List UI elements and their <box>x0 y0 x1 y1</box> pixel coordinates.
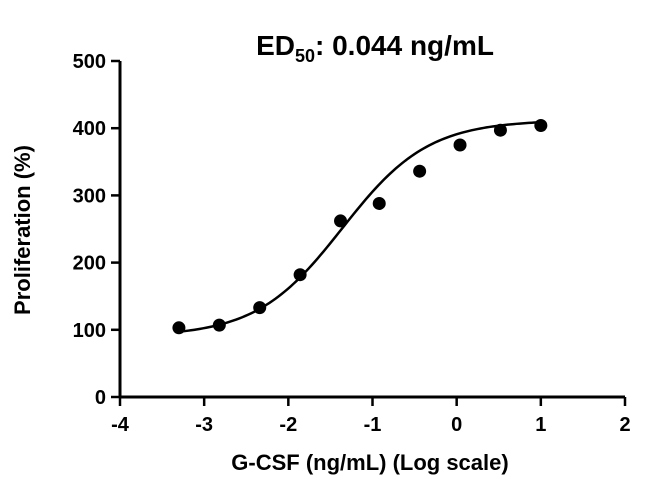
x-tick-label: -3 <box>195 414 213 436</box>
data-point <box>334 214 348 228</box>
title-subscript: 50 <box>295 46 315 66</box>
x-tick-label: 1 <box>535 414 546 436</box>
y-tick-label: 100 <box>73 320 106 342</box>
data-point <box>493 123 507 137</box>
fit-curve <box>178 121 541 334</box>
x-axis-ticks: -4 -3 -2 -1 0 1 2 <box>111 397 631 436</box>
y-tick-label: 400 <box>73 118 106 140</box>
data-points <box>172 119 548 335</box>
data-point <box>534 119 548 133</box>
data-point <box>453 138 467 152</box>
title-prefix: ED <box>256 30 295 61</box>
data-point <box>253 301 267 315</box>
data-point <box>293 268 307 282</box>
data-point <box>413 164 427 178</box>
x-tick-label: -4 <box>111 414 130 436</box>
y-axis-ticks: 0 100 200 300 400 500 <box>73 51 120 409</box>
x-tick-label: 2 <box>619 414 630 436</box>
y-axis-label: Proliferation (%) <box>10 145 35 315</box>
axes <box>118 61 625 399</box>
x-axis-label: G-CSF (ng/mL) (Log scale) <box>231 450 508 475</box>
y-tick-label: 200 <box>73 253 106 275</box>
data-point <box>372 196 386 210</box>
x-tick-label: -1 <box>364 414 382 436</box>
x-tick-label: -2 <box>279 414 297 436</box>
y-tick-label: 300 <box>73 185 106 207</box>
y-tick-label: 0 <box>95 387 106 409</box>
y-tick-label: 500 <box>73 51 106 73</box>
chart-title: ED50: 0.044 ng/mL <box>256 30 494 66</box>
x-tick-label: 0 <box>451 414 462 436</box>
data-point <box>172 321 186 335</box>
title-suffix: : 0.044 ng/mL <box>315 30 494 61</box>
data-point <box>212 318 226 332</box>
